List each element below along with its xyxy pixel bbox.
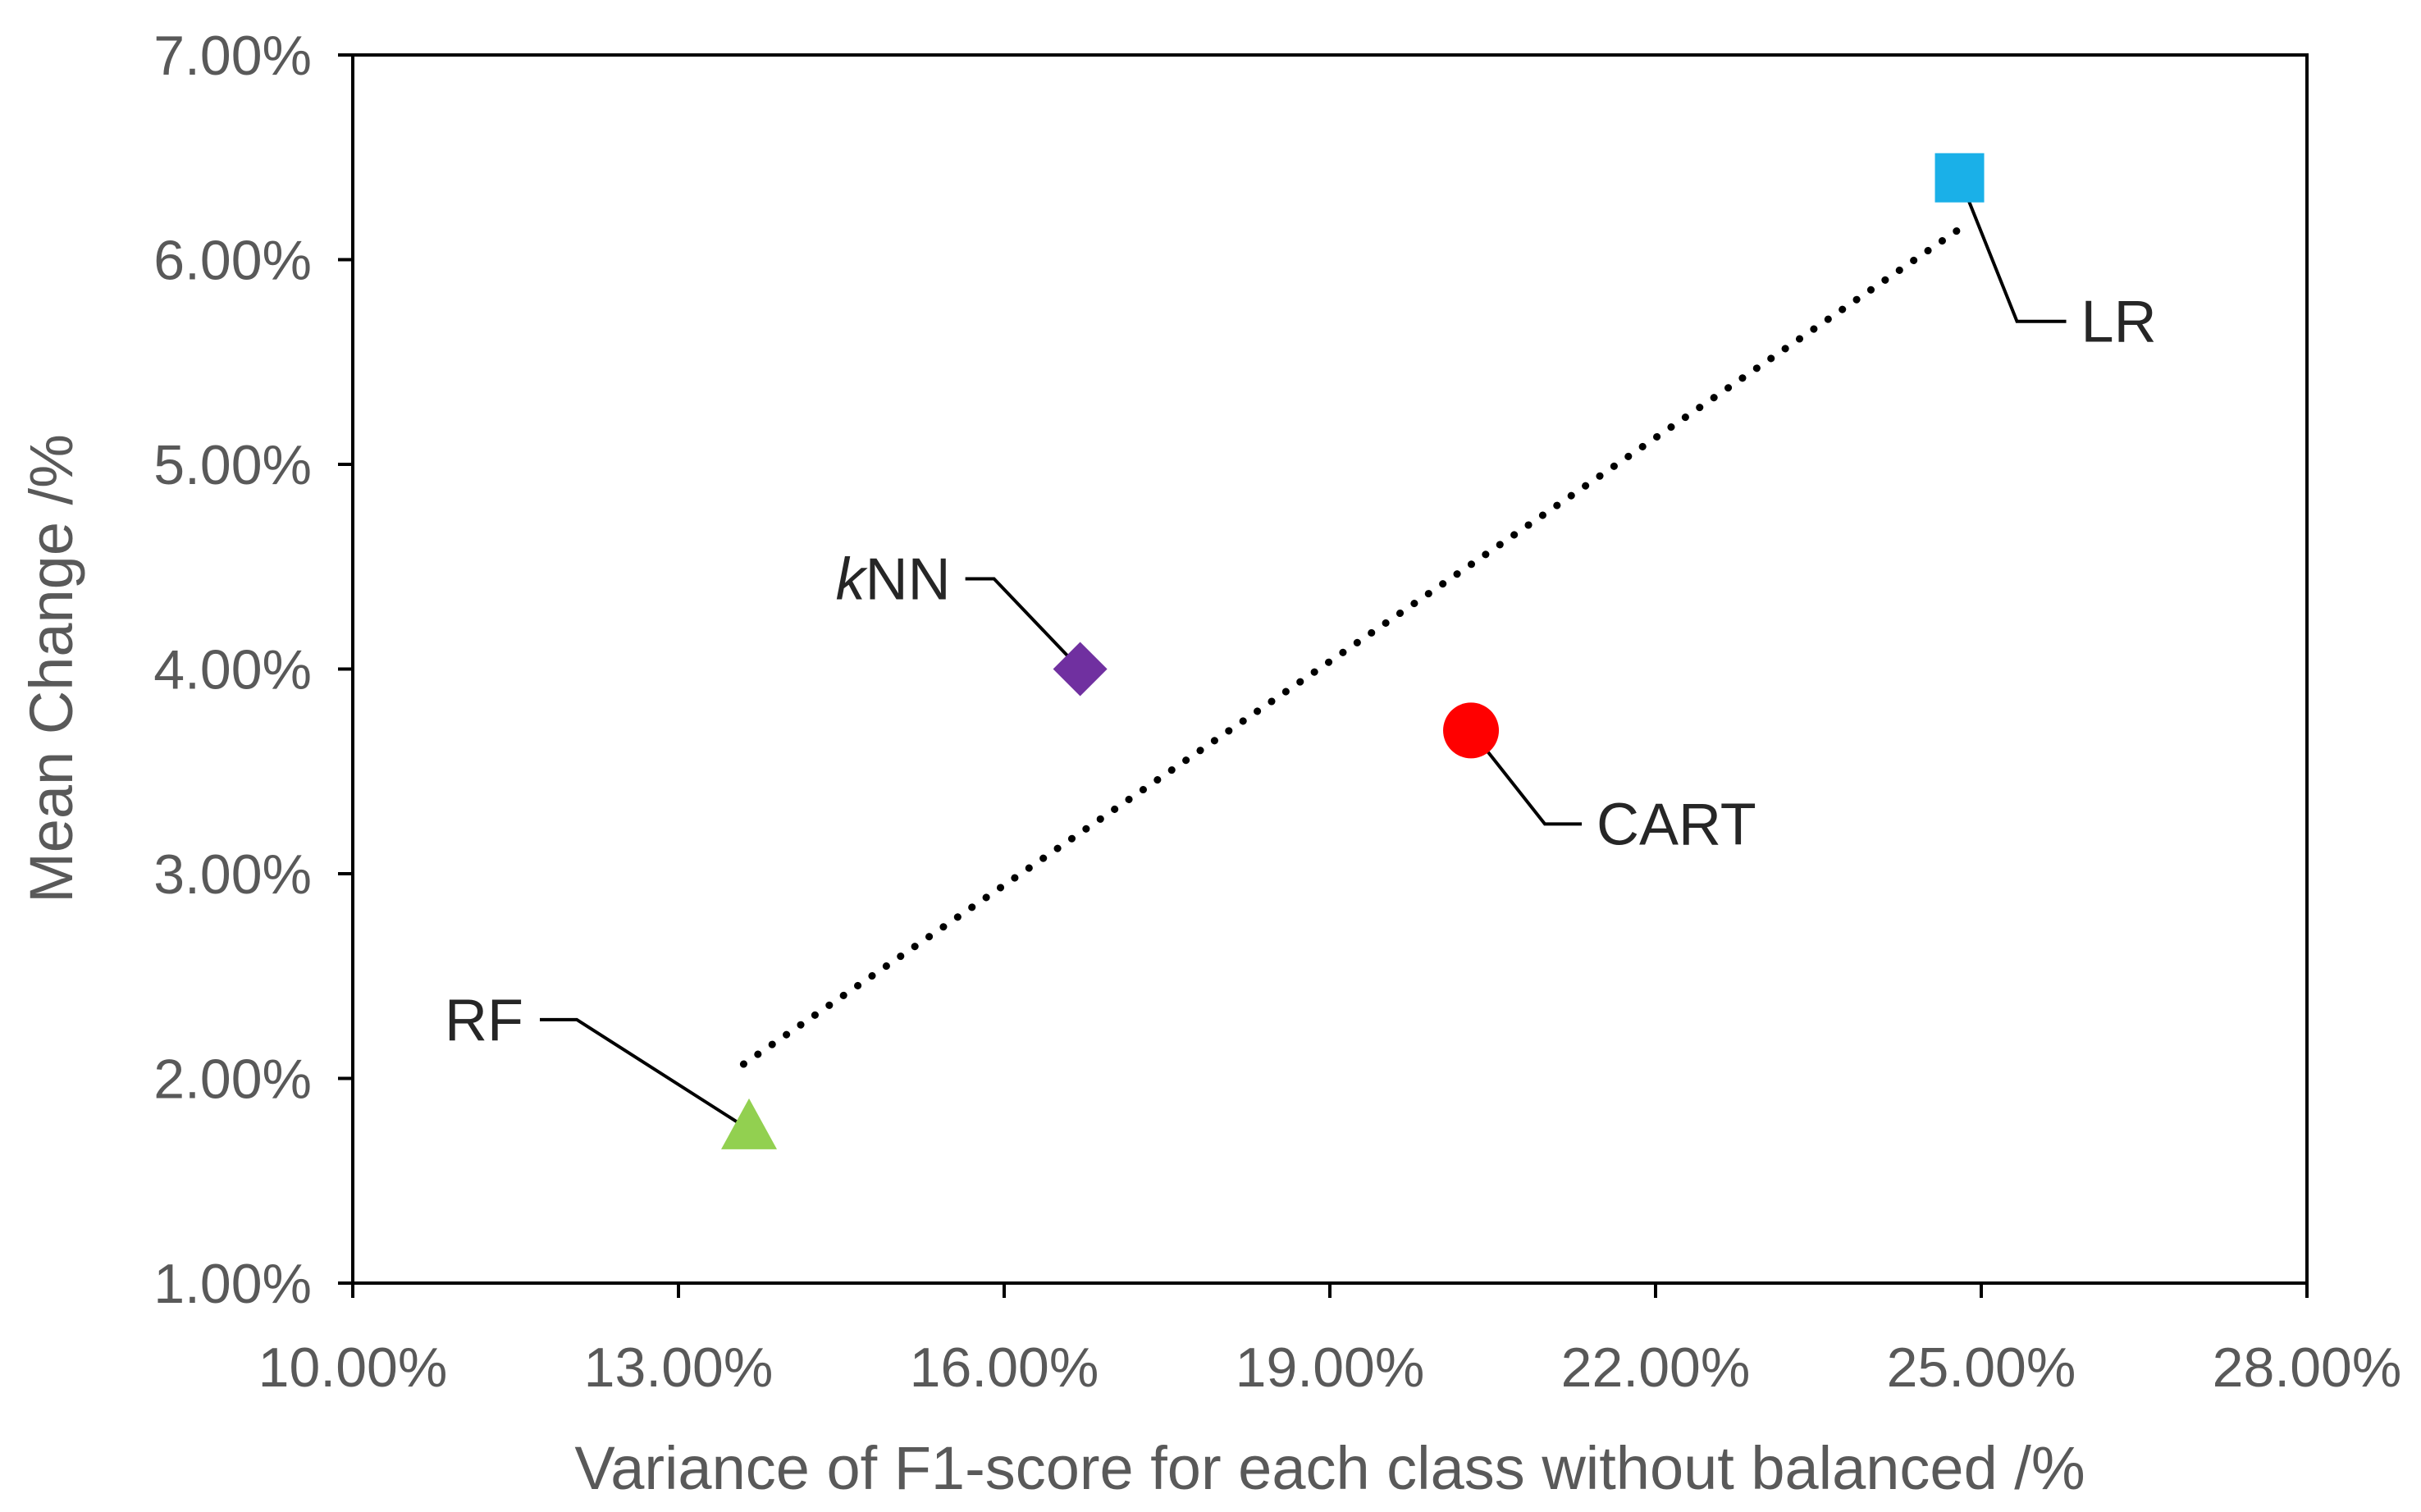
point-labels: LR kNN CART RF — [445, 290, 2157, 1053]
marker-rf — [721, 1098, 778, 1149]
data-markers — [721, 153, 1985, 1149]
marker-knn — [1053, 642, 1108, 697]
label-knn-main: NN — [866, 547, 951, 613]
x-tick-label: 22.00% — [1561, 1336, 1751, 1399]
y-axis-ticks: 1.00% 2.00% 3.00% 4.00% 5.00% 6.00% 7.00% — [153, 25, 353, 1315]
x-axis-title: Variance of F1-score for each class with… — [574, 1434, 2085, 1502]
y-tick-label: 6.00% — [153, 230, 312, 292]
label-knn: kNN — [836, 547, 951, 613]
label-knn-prefix: k — [836, 547, 869, 613]
leader-line-lr — [1957, 176, 2067, 323]
y-tick-label: 2.00% — [153, 1048, 312, 1111]
leader-line-knn — [965, 577, 1082, 670]
x-tick-label: 28.00% — [2213, 1336, 2402, 1399]
label-cart: CART — [1596, 792, 1756, 857]
marker-lr — [1935, 153, 1985, 203]
x-tick-label: 25.00% — [1887, 1336, 2076, 1399]
y-tick-label: 4.00% — [153, 639, 312, 701]
x-tick-label: 13.00% — [584, 1336, 774, 1399]
label-rf-main: RF — [445, 988, 523, 1053]
y-tick-label: 7.00% — [153, 25, 312, 87]
label-lr-main: LR — [2081, 290, 2157, 355]
leader-line-cart — [1469, 729, 1583, 826]
x-tick-label: 19.00% — [1236, 1336, 1425, 1399]
callout-leaders — [540, 176, 2067, 1131]
leader-line-rf — [540, 1017, 751, 1131]
x-tick-label: 10.00% — [258, 1336, 448, 1399]
x-axis-ticks: 10.00% 13.00% 16.00% 19.00% 22.00% 25.00% 28.0… — [258, 1283, 2402, 1399]
y-tick-label: 3.00% — [153, 843, 312, 906]
label-cart-main: CART — [1596, 792, 1756, 857]
plot-frame — [351, 53, 2309, 1285]
trendline — [739, 225, 1964, 1068]
label-lr: LR — [2081, 290, 2157, 355]
y-tick-label: 5.00% — [153, 434, 312, 496]
y-axis-title: Mean Change /% — [17, 434, 85, 903]
label-rf: RF — [445, 988, 523, 1053]
x-tick-label: 16.00% — [910, 1336, 1099, 1399]
y-tick-label: 1.00% — [153, 1253, 312, 1315]
marker-cart — [1443, 702, 1500, 759]
